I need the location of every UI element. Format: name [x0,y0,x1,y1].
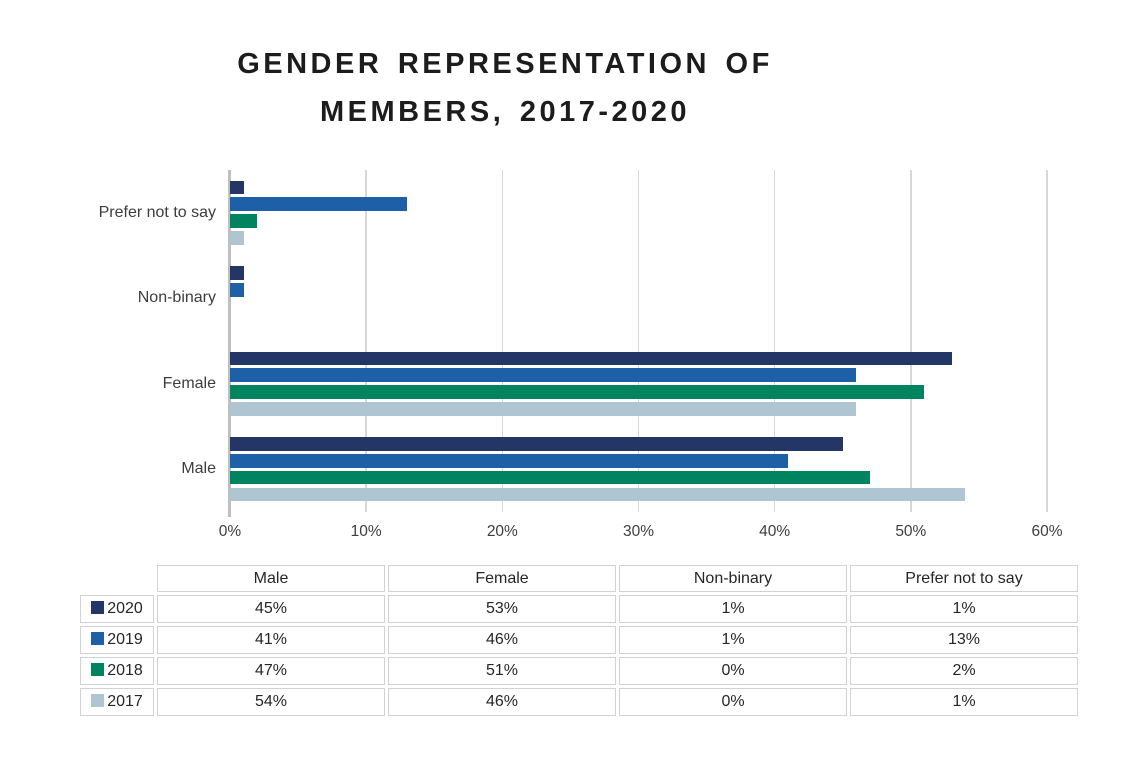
table-value-2018-female: 51% [388,657,616,685]
chart-title-line2: MEMBERS, 2017-2020 [319,96,691,128]
table-column-header-non-binary: Non-binary [619,565,847,592]
table-year-cell-2018: 2018 [80,657,154,685]
x-tick-label-30pct: 30% [622,523,655,540]
x-tick-label-60pct: 60% [1031,523,1063,540]
bar-2018-female [230,385,925,399]
bar-2019-prefer-not-to-say [230,197,408,212]
plot-area [228,170,1048,517]
legend-swatch-2019 [91,632,105,645]
table-value-2019-female: 46% [388,626,616,654]
y-axis-line [228,170,231,517]
table-column-header-female: Female [388,565,616,592]
gridline-50% [910,170,912,512]
table-value-2018-prefer-not-to-say: 2% [850,657,1078,685]
bar-2019-male [230,453,789,468]
bar-2018-prefer-not-to-say [230,214,258,228]
table-column-header-prefer-not-to-say: Prefer not to say [850,565,1078,592]
bar-2017-prefer-not-to-say [230,231,244,245]
legend-year-label-2017: 2017 [107,693,143,710]
table-year-cell-2017: 2017 [80,688,154,716]
table-value-2017-prefer-not-to-say: 1% [850,688,1078,716]
table-value-2017-male: 54% [157,688,385,716]
bar-2020-female [230,351,952,366]
bar-2020-non-binary [230,266,244,280]
gridline-10% [365,170,367,512]
legend-data-table: Male Female Non-binary Prefer not to say 202… [77,562,1081,719]
table-year-cell-2020: 2020 [80,595,154,623]
table-value-2020-prefer-not-to-say: 1% [850,595,1078,623]
bar-2017-female [230,402,857,416]
gridline-30% [637,170,640,512]
legend-year-label-2018: 2018 [107,662,143,679]
category-label-prefer-not-to-say: Prefer not to say [98,203,216,221]
table-row-2017: 2017 54% 46% 0% 1% [80,688,1078,716]
table-row-2020: 2020 45% 53% 1% 1% [80,595,1078,623]
legend-swatch-2018 [91,663,105,676]
category-label-male: Male [181,460,216,478]
bar-2019-female [230,368,857,383]
table-value-2020-female: 53% [388,595,616,623]
table-value-2018-non-binary: 0% [619,657,847,685]
table-value-2020-non-binary: 1% [619,595,847,623]
x-tick-label-10pct: 10% [350,523,382,540]
x-tick-label-0pct: 0% [218,523,242,540]
table-corner-cell [80,565,154,592]
table-value-2017-female: 46% [388,688,616,716]
category-label-female: Female [162,374,216,392]
bar-2020-male [230,437,843,451]
x-tick-label-20pct: 20% [486,523,518,540]
gridline-40% [773,170,776,512]
table-row-2019: 2019 41% 46% 1% 13% [80,626,1078,654]
y-axis-category-labels: Prefer not to say Non-binary Female Male [0,170,216,512]
table-value-2019-male: 41% [157,626,385,654]
table-column-header-male: Male [157,565,385,592]
bar-2018-male [230,470,870,485]
table-value-2018-male: 47% [157,657,385,685]
table-year-cell-2019: 2019 [80,626,154,654]
legend-year-label-2020: 2020 [107,600,143,617]
x-tick-label-50pct: 50% [895,523,927,540]
table-value-2019-prefer-not-to-say: 13% [850,626,1078,654]
bar-2017-male [230,487,966,502]
legend-year-label-2019: 2019 [107,631,143,648]
legend-swatch-2020 [91,601,105,614]
bar-2020-prefer-not-to-say [230,180,244,195]
legend-swatch-2017 [91,694,105,707]
table-value-2019-non-binary: 1% [619,626,847,654]
chart-title: GENDER REPRESENTATION OF MEMBERS, 2017-2… [0,40,1010,136]
category-label-non-binary: Non-binary [137,289,216,307]
gridline-60% [1046,170,1048,512]
gridline-20% [501,170,504,512]
table-row-2018: 2018 47% 51% 0% 2% [80,657,1078,685]
table-value-2017-non-binary: 0% [619,688,847,716]
bar-2019-non-binary [230,282,244,297]
chart-title-line1: GENDER REPRESENTATION OF [237,48,773,80]
x-tick-label-40pct: 40% [759,523,791,540]
table-value-2020-male: 45% [157,595,385,623]
table-header-row: Male Female Non-binary Prefer not to say [80,565,1078,592]
